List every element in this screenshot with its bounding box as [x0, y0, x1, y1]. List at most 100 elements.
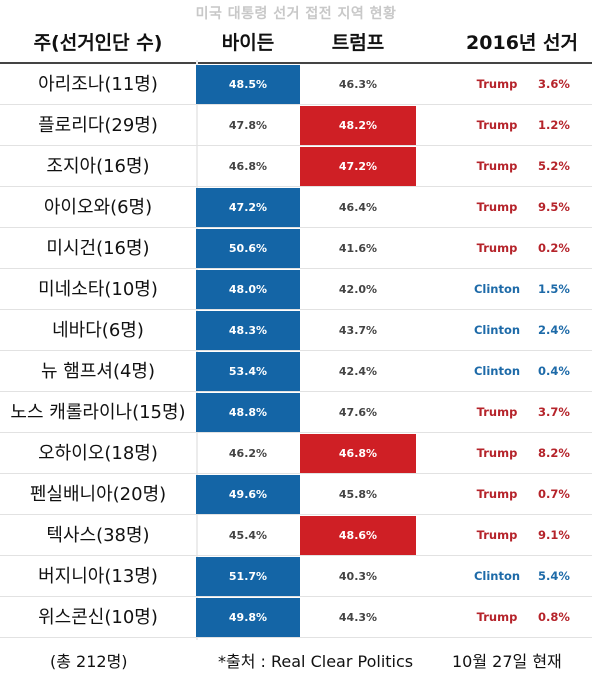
- winner-2016: Trump: [476, 159, 518, 173]
- biden-percent: 46.2%: [228, 447, 268, 460]
- table-row: 텍사스(38명) 45.4% 48.6% Trump 9.1%: [0, 515, 592, 556]
- state-name: 위스콘신(10명): [38, 607, 158, 628]
- table-row: 위스콘신(10명) 49.8% 44.3% Trump 0.8%: [0, 597, 592, 638]
- row-divider: [0, 514, 592, 515]
- trump-percent: 43.7%: [338, 324, 378, 337]
- biden-percent: 48.8%: [196, 393, 300, 432]
- state-name: 아리조나(11명): [38, 74, 158, 95]
- winner-2016: Clinton: [473, 569, 521, 583]
- margin-2016: 0.4%: [538, 364, 570, 378]
- state-name: 펜실배니아(20명): [29, 484, 167, 505]
- winner-2016: Trump: [476, 405, 518, 419]
- winner-2016: Clinton: [473, 323, 521, 337]
- winner-2016: Trump: [476, 118, 518, 132]
- trump-percent: 40.3%: [338, 570, 378, 583]
- table-row: 펜실배니아(20명) 49.6% 45.8% Trump 0.7%: [0, 474, 592, 515]
- date-note: 10월 27일 현재: [452, 652, 562, 671]
- state-name: 노스 캐롤라이나(15명): [10, 402, 186, 423]
- total-electors: (총 212명): [50, 652, 128, 671]
- margin-2016: 9.5%: [538, 200, 570, 214]
- trump-percent: 46.4%: [338, 201, 378, 214]
- row-divider: [0, 350, 592, 351]
- margin-2016: 5.4%: [538, 569, 570, 583]
- page-title: 미국 대통령 선거 접전 지역 현황: [195, 6, 397, 22]
- biden-percent: 51.7%: [196, 557, 300, 596]
- table-row: 아이오와(6명) 47.2% 46.4% Trump 9.5%: [0, 187, 592, 228]
- row-divider: [0, 391, 592, 392]
- trump-percent: 47.6%: [338, 406, 378, 419]
- state-name: 네바다(6명): [52, 320, 144, 341]
- table-row: 아리조나(11명) 48.5% 46.3% Trump 3.6%: [0, 64, 592, 105]
- table-row: 플로리다(29명) 47.8% 48.2% Trump 1.2%: [0, 105, 592, 146]
- header-biden: 바이든: [221, 32, 275, 54]
- winner-2016: Trump: [476, 200, 518, 214]
- table-row: 오하이오(18명) 46.2% 46.8% Trump 8.2%: [0, 433, 592, 474]
- header-state: 주(선거인단 수): [33, 32, 163, 54]
- table-row: 뉴 햄프셔(4명) 53.4% 42.4% Clinton 0.4%: [0, 351, 592, 392]
- state-name: 텍사스(38명): [46, 525, 150, 546]
- state-name: 플로리다(29명): [38, 115, 158, 136]
- table-row: 네바다(6명) 48.3% 43.7% Clinton 2.4%: [0, 310, 592, 351]
- winner-2016: Trump: [476, 610, 518, 624]
- trump-percent: 48.6%: [300, 516, 416, 555]
- margin-2016: 0.7%: [538, 487, 570, 501]
- biden-percent: 45.4%: [228, 529, 268, 542]
- state-name: 조지아(16명): [46, 156, 150, 177]
- trump-percent: 46.3%: [338, 78, 378, 91]
- biden-percent: 48.3%: [196, 311, 300, 350]
- trump-percent: 48.2%: [300, 106, 416, 145]
- biden-percent: 48.0%: [196, 270, 300, 309]
- row-divider: [0, 268, 592, 269]
- row-divider: [0, 145, 592, 146]
- state-name: 오하이오(18명): [38, 443, 158, 464]
- winner-2016: Clinton: [473, 282, 521, 296]
- table-row: 미시건(16명) 50.6% 41.6% Trump 0.2%: [0, 228, 592, 269]
- margin-2016: 8.2%: [538, 446, 570, 460]
- table-row: 미네소타(10명) 48.0% 42.0% Clinton 1.5%: [0, 269, 592, 310]
- winner-2016: Trump: [476, 77, 518, 91]
- margin-2016: 2.4%: [538, 323, 570, 337]
- table-row: 노스 캐롤라이나(15명) 48.8% 47.6% Trump 3.7%: [0, 392, 592, 433]
- margin-2016: 0.2%: [538, 241, 570, 255]
- biden-percent: 53.4%: [196, 352, 300, 391]
- margin-2016: 5.2%: [538, 159, 570, 173]
- winner-2016: Trump: [476, 241, 518, 255]
- state-name: 미시건(16명): [46, 238, 150, 259]
- margin-2016: 1.5%: [538, 282, 570, 296]
- row-divider: [0, 186, 592, 187]
- state-name: 뉴 햄프셔(4명): [40, 361, 156, 382]
- header-2016: 2016년 선거: [466, 32, 578, 54]
- row-divider: [0, 637, 592, 638]
- margin-2016: 0.8%: [538, 610, 570, 624]
- winner-2016: Trump: [476, 487, 518, 501]
- header-trump: 트럼프: [331, 32, 385, 54]
- margin-2016: 9.1%: [538, 528, 570, 542]
- biden-percent: 47.2%: [196, 188, 300, 227]
- row-divider: [0, 555, 592, 556]
- biden-percent: 50.6%: [196, 229, 300, 268]
- row-divider: [0, 432, 592, 433]
- row-divider: [0, 596, 592, 597]
- biden-percent: 46.8%: [228, 160, 268, 173]
- trump-percent: 41.6%: [338, 242, 378, 255]
- row-divider: [0, 104, 592, 105]
- trump-percent: 42.0%: [338, 283, 378, 296]
- trump-percent: 44.3%: [338, 611, 378, 624]
- trump-percent: 42.4%: [338, 365, 378, 378]
- margin-2016: 1.2%: [538, 118, 570, 132]
- row-divider: [0, 309, 592, 310]
- margin-2016: 3.6%: [538, 77, 570, 91]
- biden-percent: 47.8%: [228, 119, 268, 132]
- biden-percent: 49.6%: [196, 475, 300, 514]
- state-name: 미네소타(10명): [38, 279, 158, 300]
- trump-percent: 45.8%: [338, 488, 378, 501]
- winner-2016: Trump: [476, 446, 518, 460]
- state-name: 아이오와(6명): [43, 197, 153, 218]
- table-row: 버지니아(13명) 51.7% 40.3% Clinton 5.4%: [0, 556, 592, 597]
- table-row: 조지아(16명) 46.8% 47.2% Trump 5.2%: [0, 146, 592, 187]
- winner-2016: Clinton: [473, 364, 521, 378]
- header-divider: [0, 62, 592, 64]
- trump-percent: 47.2%: [300, 147, 416, 186]
- state-name: 버지니아(13명): [38, 566, 158, 587]
- biden-percent: 49.8%: [196, 598, 300, 637]
